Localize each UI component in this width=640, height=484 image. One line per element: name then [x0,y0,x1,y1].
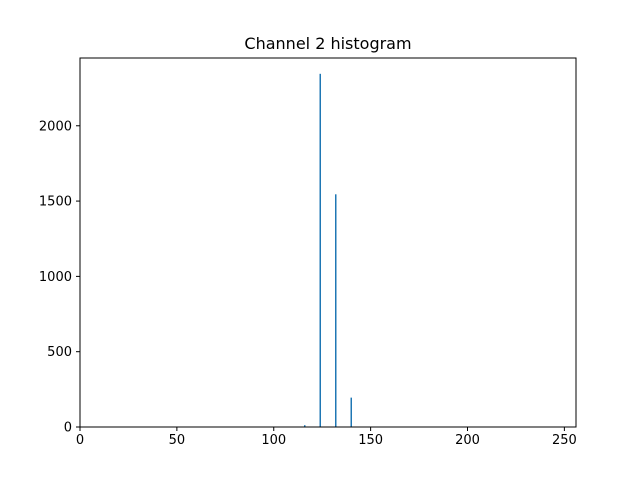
x-tick-label-1: 50 [169,433,186,448]
x-tick-label-3: 150 [358,433,383,448]
y-tick-label-2: 1000 [39,270,72,285]
x-tick-label-5: 250 [552,433,577,448]
bars-layer [304,73,352,428]
chart-title: Channel 2 histogram [244,34,411,53]
histogram-bar-2 [335,194,337,427]
y-tick-label-4: 2000 [39,119,72,134]
y-tick-label-3: 1500 [39,195,72,210]
x-tick-label-2: 100 [261,433,286,448]
y-axis-ticks: 0 500 1000 1500 2000 [39,119,80,436]
x-tick-label-0: 0 [76,433,84,448]
histogram-bar-0 [304,425,306,427]
x-axis-ticks: 0 50 100 150 200 250 [76,427,577,448]
histogram-bar-1 [319,73,321,428]
x-tick-label-4: 200 [455,433,480,448]
plot-frame [79,57,577,428]
y-tick-label-0: 0 [64,421,72,436]
histogram-bar-3 [350,397,352,427]
y-tick-label-1: 500 [47,345,72,360]
